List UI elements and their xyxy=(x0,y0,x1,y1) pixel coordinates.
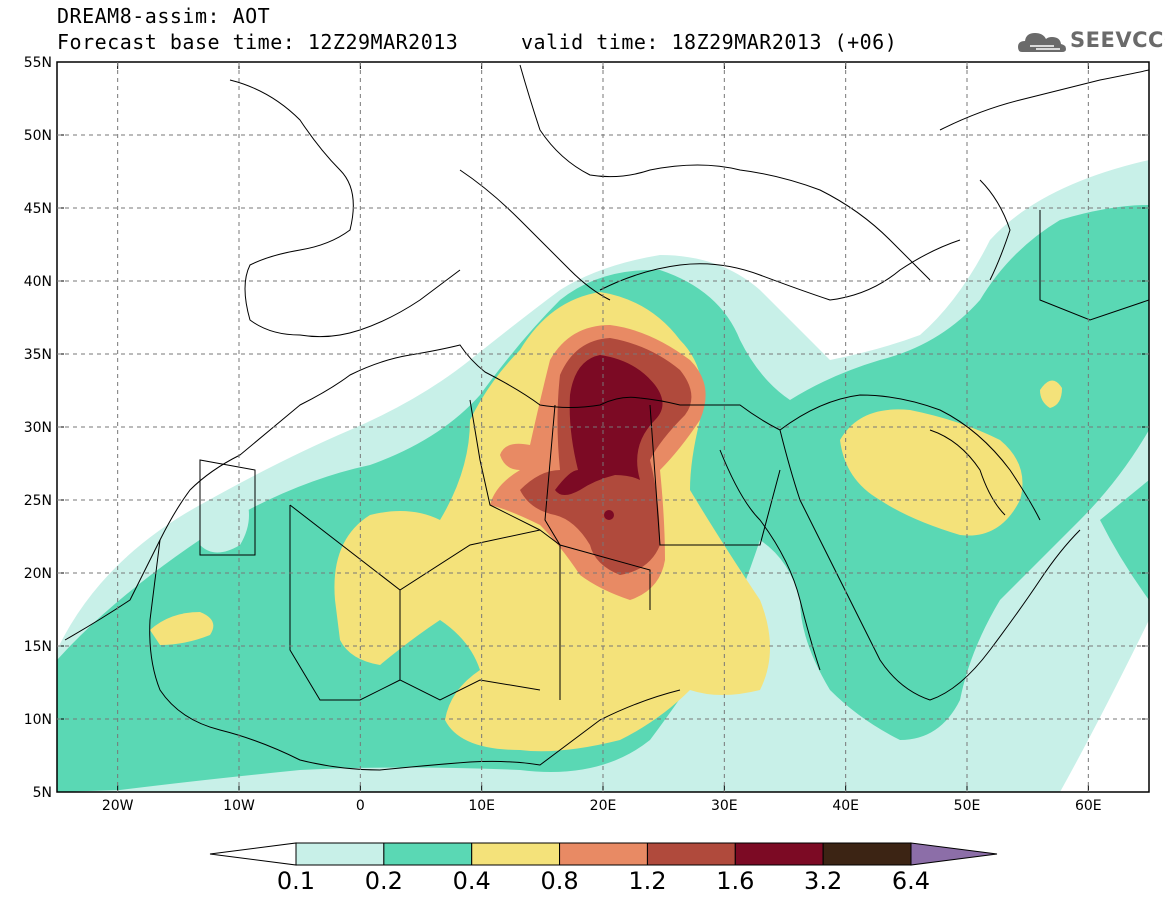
colorbar-box xyxy=(734,842,824,866)
colorbar-box xyxy=(822,842,912,866)
colorbar-level-label: 1.2 xyxy=(628,867,666,895)
lat-tick-label: 15N xyxy=(24,639,52,655)
colorbar-min-extend xyxy=(209,842,297,866)
axis-ticks: 20W 10W 0 10E 20E 30E 40E 50E 60E 55N 50N 45N 40N 35N… xyxy=(24,55,1149,814)
colorbar-level-label: 3.2 xyxy=(804,867,842,895)
lon-tick-label: 40E xyxy=(832,798,859,814)
gridlines xyxy=(57,62,1149,792)
lat-tick-label: 50N xyxy=(24,128,52,144)
colorbar-level-label: 0.8 xyxy=(540,867,578,895)
cloud-icon xyxy=(1018,33,1066,52)
lon-tick-label: 50E xyxy=(954,798,981,814)
aot-band-1.6 xyxy=(555,355,663,520)
lat-tick-label: 25N xyxy=(24,493,52,509)
colorbar-level-label: 0.2 xyxy=(365,867,403,895)
lat-tick-label: 40N xyxy=(24,274,52,290)
lon-tick-label: 10W xyxy=(223,798,255,814)
colorbar-box xyxy=(646,842,736,866)
colorbar-max-extend xyxy=(910,842,998,866)
lon-tick-label: 0 xyxy=(356,798,365,814)
lat-tick-label: 35N xyxy=(24,347,52,363)
lat-tick-label: 55N xyxy=(24,55,52,71)
lat-tick-label: 30N xyxy=(24,420,52,436)
lon-tick-label: 60E xyxy=(1075,798,1102,814)
colorbar-box xyxy=(559,842,648,866)
lon-tick-label: 20E xyxy=(590,798,617,814)
colorbar-box xyxy=(295,842,385,866)
lat-tick-label: 5N xyxy=(33,785,52,801)
lat-tick-label: 20N xyxy=(24,566,52,582)
coastlines xyxy=(64,64,1149,771)
colorbar-box xyxy=(471,842,561,866)
colorbar-box xyxy=(383,842,473,866)
colorbar-level-label: 1.6 xyxy=(716,867,754,895)
chart-subtitle: Forecast base time: 12Z29MAR2013 valid t… xyxy=(57,30,898,54)
colorbar-level-label: 6.4 xyxy=(892,867,930,895)
colorbar-level-label: 0.1 xyxy=(277,867,315,895)
chart-title: DREAM8-assim: AOT xyxy=(57,4,271,28)
lat-tick-label: 10N xyxy=(24,712,52,728)
lat-tick-label: 45N xyxy=(24,201,52,217)
colorbar: 0.1 0.2 0.4 0.8 1.2 1.6 3.2 6.4 xyxy=(209,842,998,895)
lon-tick-label: 30E xyxy=(711,798,738,814)
logo-text: SEEVCCC xyxy=(1070,28,1165,52)
colorbar-level-label: 0.4 xyxy=(453,867,491,895)
lon-tick-label: 20W xyxy=(102,798,134,814)
lon-tick-label: 10E xyxy=(468,798,495,814)
